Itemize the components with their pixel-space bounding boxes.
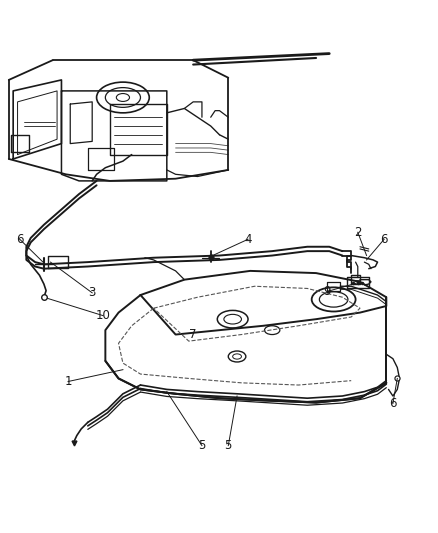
Text: 10: 10 [95, 309, 110, 322]
Text: 6: 6 [388, 397, 396, 410]
Text: 3: 3 [88, 286, 95, 300]
Text: 9: 9 [322, 285, 330, 298]
Text: 5: 5 [198, 439, 205, 452]
Text: 7: 7 [189, 328, 197, 341]
Text: 2: 2 [353, 226, 361, 239]
Text: 5: 5 [224, 439, 231, 452]
Text: 6: 6 [379, 233, 387, 246]
Text: 1: 1 [64, 375, 72, 388]
Text: 4: 4 [244, 233, 251, 246]
Text: 6: 6 [16, 233, 24, 246]
